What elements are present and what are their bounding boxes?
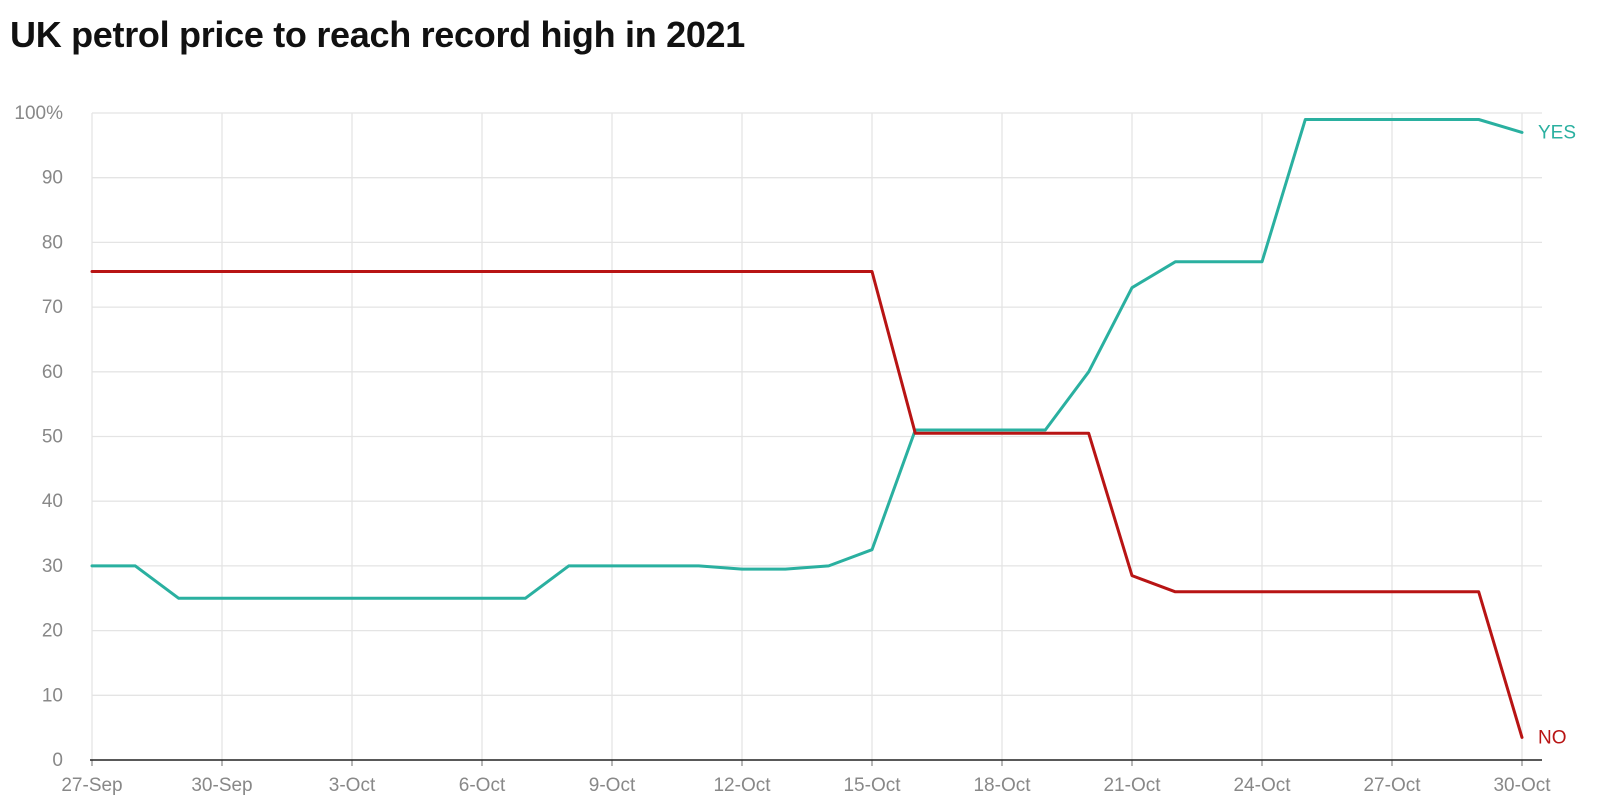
y-tick-label: 40: [42, 491, 63, 512]
y-tick-label: 60: [42, 362, 63, 383]
y-tick-label: 10: [42, 685, 63, 706]
x-tick-label: 21-Oct: [1103, 775, 1161, 796]
x-tick-label: 18-Oct: [973, 775, 1031, 796]
y-tick-label: 80: [42, 232, 63, 253]
x-tick-label: 27-Oct: [1363, 775, 1421, 796]
y-axis-tick-labels: 0 10 20 30 40 50 60 70 80 90 100%: [14, 103, 63, 771]
y-tick-label: 50: [42, 427, 63, 448]
y-tick-label: 20: [42, 621, 63, 642]
y-tick-label: 0: [52, 750, 63, 771]
x-tick-label: 3-Oct: [329, 775, 376, 796]
series-label-no: NO: [1538, 727, 1567, 748]
x-tick-label: 9-Oct: [589, 775, 636, 796]
series-line-yes: [90, 118, 1524, 600]
chart-title: UK petrol price to reach record high in …: [10, 14, 745, 55]
y-tick-label: 30: [42, 556, 63, 577]
x-tick-label: 24-Oct: [1233, 775, 1291, 796]
y-tick-label: 100%: [14, 103, 63, 124]
series-lines: [90, 118, 1524, 739]
x-tick-label: 27-Sep: [61, 775, 122, 796]
series-label-yes: YES: [1538, 122, 1576, 143]
x-tick-label: 12-Oct: [713, 775, 771, 796]
y-tick-label: 90: [42, 168, 63, 189]
y-tick-label: 70: [42, 297, 63, 318]
x-axis-tick-labels: 27-Sep 30-Sep 3-Oct 6-Oct 9-Oct 12-Oct 15-Oct 1…: [61, 775, 1551, 796]
horizontal-gridlines: [92, 112, 1542, 696]
x-tick-label: 30-Sep: [191, 775, 252, 796]
series-line-no: [90, 270, 1524, 739]
x-tick-label: 6-Oct: [459, 775, 506, 796]
series-labels: YES NO: [1538, 122, 1576, 748]
x-tick-label: 30-Oct: [1493, 775, 1551, 796]
vertical-gridlines: [91, 113, 1523, 766]
x-tick-label: 15-Oct: [843, 775, 901, 796]
